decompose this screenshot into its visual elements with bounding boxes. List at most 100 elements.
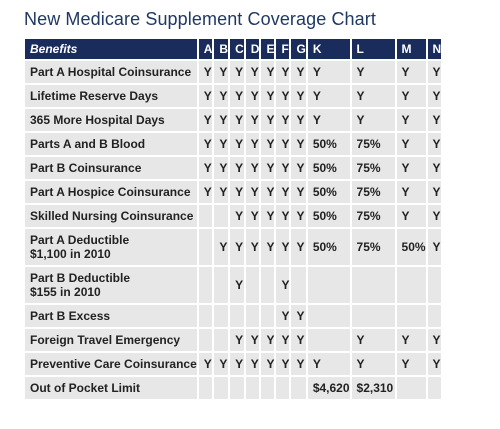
table-body: Part A Hospital Coinsurance Y Y Y Y Y Y Y Y Y Y Y Li… [25, 61, 442, 399]
coverage-cell: Y [276, 133, 290, 155]
coverage-cell: 75% [351, 229, 395, 265]
coverage-cell [427, 267, 442, 303]
coverage-cell: Y [276, 353, 290, 375]
coverage-cell: Y [276, 181, 290, 203]
coverage-cell: Y [291, 85, 306, 107]
coverage-cell: Y [245, 181, 260, 203]
column-header-plan-e: E [261, 39, 275, 59]
coverage-cell: Y [198, 61, 213, 83]
coverage-cell: Y [291, 205, 306, 227]
table-row: Part A Deductible $1,100 in 2010 Y Y Y Y Y Y 50%… [25, 229, 442, 265]
coverage-cell [396, 267, 426, 303]
benefit-sublabel: $155 in 2010 [30, 285, 101, 299]
benefit-cell: Out of Pocket Limit [25, 377, 197, 399]
coverage-cell: Y [198, 157, 213, 179]
coverage-cell [396, 377, 426, 399]
coverage-cell: Y [245, 229, 260, 265]
coverage-cell: Y [276, 329, 290, 351]
coverage-cell: 50% [307, 181, 350, 203]
coverage-cell: Y [427, 229, 442, 265]
coverage-cell: Y [427, 109, 442, 131]
coverage-cell [351, 267, 395, 303]
coverage-cell: Y [276, 61, 290, 83]
coverage-cell: $2,310 [351, 377, 395, 399]
coverage-cell: Y [198, 85, 213, 107]
coverage-cell: Y [307, 109, 350, 131]
coverage-cell: Y [396, 205, 426, 227]
coverage-cell: Y [291, 61, 306, 83]
coverage-cell: Y [396, 85, 426, 107]
coverage-cell: $4,620 [307, 377, 350, 399]
coverage-cell: Y [214, 181, 229, 203]
coverage-cell [276, 377, 290, 399]
column-header-plan-f: F [276, 39, 290, 59]
coverage-cell: Y [351, 109, 395, 131]
coverage-cell: Y [214, 61, 229, 83]
coverage-cell [351, 305, 395, 327]
coverage-cell [307, 305, 350, 327]
coverage-cell: Y [245, 133, 260, 155]
coverage-cell: Y [261, 205, 275, 227]
coverage-cell [261, 377, 275, 399]
benefit-cell: 365 More Hospital Days [25, 109, 197, 131]
coverage-cell: Y [291, 157, 306, 179]
coverage-cell: Y [427, 157, 442, 179]
coverage-cell: Y [261, 61, 275, 83]
column-header-plan-c: C [230, 39, 244, 59]
coverage-cell: Y [396, 109, 426, 131]
benefit-label: Preventive Care Coinsurance [30, 357, 197, 371]
benefit-label: Parts A and B Blood [30, 137, 146, 151]
benefit-cell: Part B Coinsurance [25, 157, 197, 179]
coverage-cell: Y [427, 329, 442, 351]
coverage-cell: Y [214, 85, 229, 107]
coverage-cell [214, 329, 229, 351]
coverage-cell: 50% [307, 205, 350, 227]
coverage-cell: Y [261, 109, 275, 131]
coverage-cell [396, 305, 426, 327]
coverage-cell: Y [396, 133, 426, 155]
coverage-cell: Y [351, 329, 395, 351]
table-row: Foreign Travel Emergency Y Y Y Y Y Y Y Y [25, 329, 442, 351]
coverage-cell: Y [230, 61, 244, 83]
benefit-cell: Part B Deductible $155 in 2010 [25, 267, 197, 303]
coverage-cell: Y [261, 353, 275, 375]
coverage-cell: Y [230, 133, 244, 155]
column-header-plan-m: M [396, 39, 426, 59]
coverage-cell: Y [214, 157, 229, 179]
coverage-cell: Y [427, 205, 442, 227]
benefit-cell: Parts A and B Blood [25, 133, 197, 155]
coverage-cell: Y [245, 205, 260, 227]
coverage-cell: Y [307, 61, 350, 83]
benefit-cell: Skilled Nursing Coinsurance [25, 205, 197, 227]
coverage-cell: Y [291, 329, 306, 351]
coverage-cell: Y [351, 85, 395, 107]
coverage-cell [261, 267, 275, 303]
coverage-cell [427, 305, 442, 327]
column-header-plan-k: K [307, 39, 350, 59]
coverage-cell: Y [230, 205, 244, 227]
table-row: 365 More Hospital Days Y Y Y Y Y Y Y Y Y Y Y [25, 109, 442, 131]
column-header-plan-n: N [427, 39, 442, 59]
header-row: Benefits A B C D E F G K L M N [25, 39, 442, 59]
column-header-plan-a: A [198, 39, 213, 59]
coverage-cell: Y [230, 109, 244, 131]
coverage-table: Benefits A B C D E F G K L M N Part A Ho… [23, 37, 443, 401]
benefit-cell: Part A Hospice Coinsurance [25, 181, 197, 203]
coverage-cell: 75% [351, 205, 395, 227]
benefit-label: Skilled Nursing Coinsurance [30, 209, 194, 223]
coverage-cell: Y [396, 157, 426, 179]
table-row: Out of Pocket Limit $4,620 $2,310 [25, 377, 442, 399]
coverage-cell: Y [230, 157, 244, 179]
benefit-label: Part A Hospital Coinsurance [30, 65, 192, 79]
coverage-cell: Y [261, 133, 275, 155]
coverage-cell: Y [261, 157, 275, 179]
benefit-cell: Preventive Care Coinsurance [25, 353, 197, 375]
benefit-label: Part B Deductible [30, 271, 131, 285]
coverage-cell: Y [291, 229, 306, 265]
benefit-cell: Part A Deductible $1,100 in 2010 [25, 229, 197, 265]
coverage-cell [307, 329, 350, 351]
table-row: Part B Deductible $155 in 2010 Y Y [25, 267, 442, 303]
coverage-cell: 75% [351, 133, 395, 155]
benefit-label: Lifetime Reserve Days [30, 89, 159, 103]
